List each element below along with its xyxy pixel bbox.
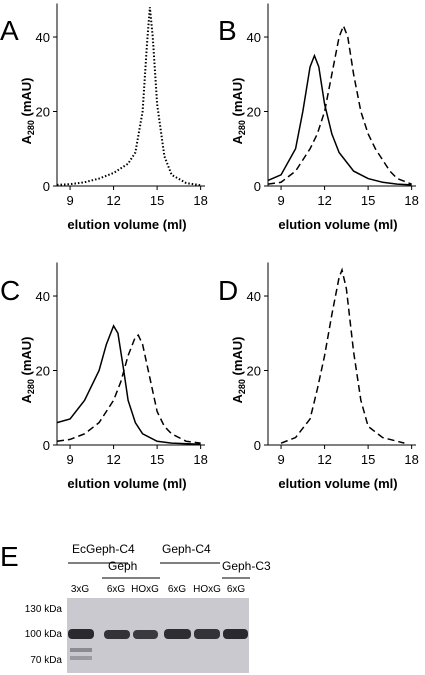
y-axis-label-part: (mAU) [230,77,245,120]
lane-label: 6xG [107,584,126,595]
lane-label: 6xG [227,584,246,595]
y-tick-label: 20 [247,364,261,379]
y-axis-label: A280 (mAU) [19,336,36,403]
x-tick-label: 9 [66,193,73,208]
y-axis-label-part: A [19,394,34,404]
y-axis-label-part: (mAU) [19,336,34,379]
x-tick-label: 12 [106,452,120,467]
x-tick-label: 18 [404,452,418,467]
y-axis-label: A280 (mAU) [230,77,247,144]
group-label: Geph [108,559,137,573]
group-label: EcGeph-C4 [72,542,135,556]
x-tick-label: 12 [317,193,331,208]
gel-image [67,598,249,673]
y-tick-label: 40 [247,289,261,304]
curve [267,53,412,186]
band [104,630,130,639]
lane-label: 3xG [71,584,90,595]
y-axis-label-part: A [19,135,34,145]
panel-letter: E [0,541,19,572]
x-tick-label: 9 [277,452,284,467]
x-tick-label: 12 [106,193,120,208]
band [68,629,94,639]
curve [56,334,201,444]
y-axis-label: A280 (mAU) [230,336,247,403]
curve [56,7,201,187]
y-tick-label: 40 [36,289,50,304]
x-tick-label: 9 [66,452,73,467]
y-tick-label: 0 [43,179,50,194]
band [194,629,220,639]
x-tick-label: 18 [193,452,207,467]
x-tick-label: 18 [193,193,207,208]
x-tick-label: 15 [361,193,375,208]
y-axis-label-part: 280 [237,379,247,394]
y-axis-label-part: (mAU) [230,336,245,379]
band [133,630,158,639]
band [164,629,191,639]
y-axis-label: A280 (mAU) [19,77,36,144]
curve [267,23,412,185]
y-tick-label: 0 [254,179,261,194]
x-tick-label: 9 [277,193,284,208]
lane-label: 6xG [168,584,187,595]
x-tick-label: 18 [404,193,418,208]
marker-label: 100 kDa [25,629,63,640]
y-tick-label: 20 [247,105,261,120]
group-label: Geph-C4 [162,542,211,556]
panel-letter: C [0,275,20,306]
y-tick-label: 20 [36,364,50,379]
y-axis-label-part: 280 [26,379,36,394]
x-tick-label: 15 [150,193,164,208]
panel-letter: B [218,15,237,46]
marker-label: 70 kDa [30,655,62,666]
panel-letter: A [0,15,19,46]
y-tick-label: 0 [254,438,261,453]
x-tick-label: 15 [361,452,375,467]
y-axis-label-part: A [230,394,245,404]
x-axis-label: elution volume (ml) [278,476,397,491]
lane-label: HOxG [193,584,221,595]
line-chart: B 0 20 40 9 12 15 18 elution volume (ml) A280 (mA… [218,3,419,232]
panel-letter: D [218,275,238,306]
x-tick-label: 12 [317,452,331,467]
line-chart: C 0 20 40 9 12 15 18 elution volume (ml) A280 (mA… [0,262,208,491]
band [70,648,92,652]
band [70,656,92,660]
x-axis-label: elution volume (ml) [67,217,186,232]
y-axis-label-part: 280 [26,120,36,135]
line-chart: D 0 20 40 9 12 15 18 elution volume (ml) A280 (mA… [218,262,419,491]
y-tick-label: 40 [247,30,261,45]
x-tick-label: 15 [150,452,164,467]
curve [280,267,405,444]
y-tick-label: 20 [36,105,50,120]
x-axis-label: elution volume (ml) [278,217,397,232]
y-tick-label: 40 [36,30,50,45]
y-tick-label: 0 [43,438,50,453]
y-axis-label-part: 280 [237,120,247,135]
y-axis-label-part: (mAU) [19,77,34,120]
y-axis-label-part: A [230,135,245,145]
lane-label: HOxG [131,584,159,595]
gel-panel: E EcGeph-C4 Geph Geph-C4 Geph-C3 3xG 6xG… [0,541,271,673]
x-axis-label: elution volume (ml) [67,476,186,491]
band [223,629,248,639]
curve [56,324,201,446]
group-label: Geph-C3 [222,559,271,573]
marker-label: 130 kDa [25,604,63,615]
